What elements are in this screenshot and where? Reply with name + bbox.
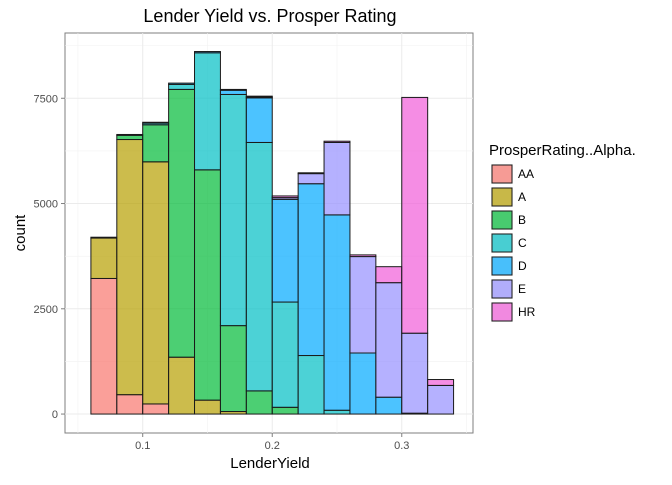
legend-label-aa: AA	[518, 167, 534, 181]
bar-segment-aa	[116, 394, 144, 415]
bar-segment-c	[245, 141, 273, 392]
legend-swatch-d	[491, 256, 513, 276]
bar-segment-a	[116, 139, 144, 396]
bar-segment-d	[219, 89, 247, 95]
y-tick-label: 2500	[34, 304, 58, 316]
bar-segment-d	[375, 396, 403, 415]
x-axis-label: LenderYield	[230, 455, 310, 472]
legend-swatch-e	[491, 279, 513, 299]
bar-segment-d	[194, 51, 221, 54]
bar-segment-d	[323, 214, 351, 411]
legend-label-a: A	[518, 190, 526, 204]
bars	[90, 51, 455, 415]
legend-swatch-b	[491, 210, 513, 230]
bar-segment-b	[245, 390, 273, 415]
legend-label-hr: HR	[518, 305, 536, 319]
bar-segment-e	[401, 332, 429, 414]
legend-swatch-hr	[491, 302, 513, 322]
bar-segment-d	[271, 198, 299, 303]
bar-segment-c	[194, 52, 221, 171]
y-tick-label: 7500	[34, 93, 58, 105]
bar-segment-b	[142, 124, 170, 163]
axes: 0.1 0.2 0.3 0 2500 5000 7500	[34, 93, 410, 452]
bar-segment-hr	[297, 172, 325, 175]
y-tick-label: 0	[52, 409, 58, 421]
bar-segment-e	[323, 141, 351, 216]
bar-segment-a	[194, 399, 221, 415]
bar-segment-b	[271, 406, 299, 415]
bar-segment-e	[375, 282, 403, 398]
bar-segment-d	[168, 82, 196, 85]
bar-segment-hr	[271, 195, 299, 199]
legend-title: ProsperRating..Alpha.	[489, 142, 636, 159]
bar-segment-c	[271, 301, 299, 408]
bar-segment-e	[427, 384, 455, 415]
y-tick-label: 5000	[34, 199, 58, 211]
bar-segment-aa	[142, 403, 170, 415]
legend-swatch-aa	[491, 164, 513, 184]
bar-segment-c	[323, 409, 351, 415]
bar-segment-a	[142, 161, 170, 405]
bar-segment-hr	[349, 254, 377, 258]
bar-segment-hr	[401, 96, 429, 334]
bar-segment-c	[297, 355, 325, 415]
bar-segment-d	[142, 121, 170, 124]
bar-segment-c	[116, 133, 144, 136]
bar-segment-e	[219, 88, 247, 91]
bar-segment-b	[194, 169, 221, 401]
bar-segment-hr	[323, 140, 351, 143]
bar-segment-aa	[90, 277, 118, 415]
legend-label-c: C	[518, 236, 527, 250]
legend-label-d: D	[518, 259, 527, 273]
bar-segment-hr	[245, 95, 273, 98]
legend-swatch-a	[491, 187, 513, 207]
bar-segment-c	[219, 93, 247, 327]
legend-swatch-c	[491, 233, 513, 253]
bar-segment-d	[349, 352, 377, 415]
chart-title: Lender Yield vs. Prosper Rating	[143, 6, 396, 26]
x-tick-label: 0.3	[394, 440, 409, 452]
x-tick-label: 0.1	[135, 440, 150, 452]
x-tick-label: 0.2	[265, 440, 280, 452]
bar-segment-d	[245, 97, 273, 143]
bar-segment-hr	[427, 379, 455, 386]
bar-segment-b	[219, 325, 247, 413]
bar-segment-e	[349, 256, 377, 354]
legend-label-e: E	[518, 282, 526, 296]
bar-segment-b	[168, 88, 196, 358]
bar-segment-hr	[375, 266, 403, 284]
bar-segment-a	[168, 356, 196, 415]
bar-segment-e	[297, 173, 325, 185]
bar-segment-d	[297, 183, 325, 357]
bar-segment-b	[116, 134, 144, 141]
bar-segment-c	[168, 83, 196, 90]
bar-segment-b	[90, 236, 118, 239]
legend-label-b: B	[518, 213, 526, 227]
bar-segment-a	[90, 237, 118, 279]
y-axis-label: count	[12, 214, 29, 252]
